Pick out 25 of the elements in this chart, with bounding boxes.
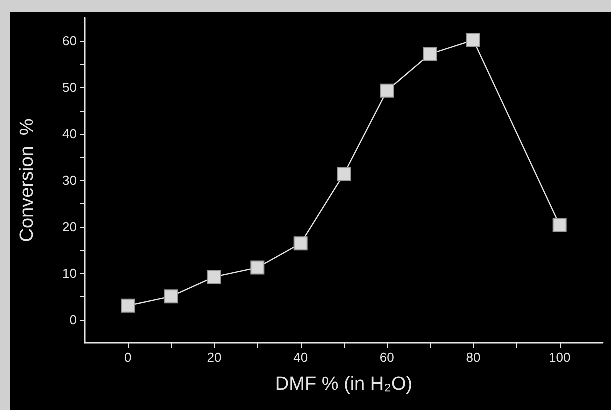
point [552, 218, 567, 232]
x-tick-label: 0 [124, 350, 132, 365]
point [121, 298, 136, 313]
y-tick-label: 50 [62, 80, 77, 96]
point [380, 84, 394, 98]
x-tick-label: 40 [294, 350, 308, 365]
y-tick-label: 10 [62, 266, 77, 281]
y-tick-label: 40 [62, 126, 77, 142]
point [423, 47, 438, 62]
point [294, 236, 308, 251]
point [250, 260, 265, 275]
x-axis-title: DMF % (in H₂O) [275, 374, 413, 395]
point [208, 270, 222, 284]
y-tick-label: 30 [62, 173, 77, 188]
x-tick-label: 100 [548, 350, 571, 365]
x-tick-label: 80 [466, 350, 481, 365]
point [466, 33, 480, 48]
y-axis-title: Conversion % [17, 118, 38, 242]
x-tick-label: 60 [380, 350, 394, 365]
point [337, 167, 351, 182]
y-tick-label: 0 [70, 312, 77, 328]
y-tick-label: 60 [62, 34, 77, 49]
point [164, 290, 178, 304]
y-tick-label: 20 [62, 219, 77, 234]
x-tick-label: 20 [207, 350, 222, 365]
